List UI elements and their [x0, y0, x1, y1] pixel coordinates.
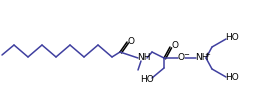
- Text: NH: NH: [137, 54, 151, 62]
- Text: O: O: [177, 54, 184, 62]
- Text: HO: HO: [225, 34, 239, 43]
- Text: HO: HO: [225, 73, 239, 82]
- Text: O: O: [171, 42, 178, 51]
- Text: −: −: [183, 52, 189, 58]
- Text: O: O: [128, 37, 135, 46]
- Text: +: +: [204, 52, 210, 58]
- Text: NH: NH: [195, 54, 209, 62]
- Text: HO: HO: [140, 75, 154, 84]
